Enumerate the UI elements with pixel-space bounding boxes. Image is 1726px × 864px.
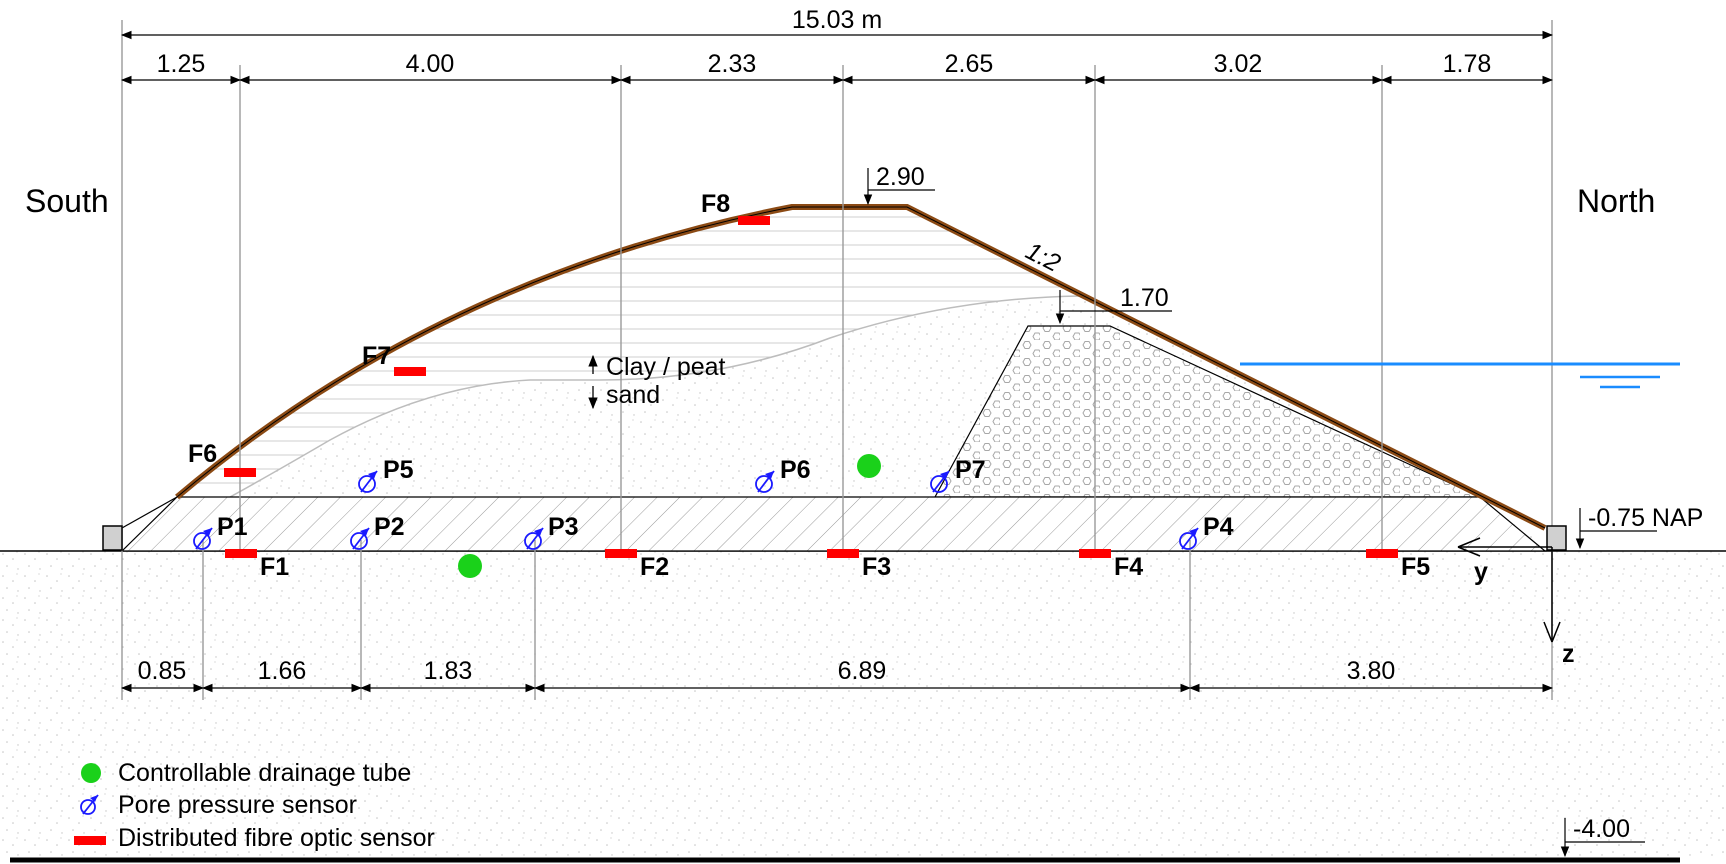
dim-bottom-5: 3.80 xyxy=(1347,657,1396,685)
berm-level-label: 1.70 xyxy=(1120,284,1169,312)
pore-sensor-p6: P6 xyxy=(755,456,811,493)
legend-fibre-label: Distributed fibre optic sensor xyxy=(118,824,435,852)
svg-text:P1: P1 xyxy=(217,513,248,541)
bottom-level-label: -4.00 xyxy=(1573,815,1630,843)
layer-label-clay: Clay / peat xyxy=(606,353,726,381)
svg-text:P7: P7 xyxy=(955,456,986,484)
pore-sensor-p3: P3 xyxy=(524,513,579,550)
toe-block-south xyxy=(102,525,123,551)
svg-text:P5: P5 xyxy=(383,456,414,484)
legend-drainage-label: Controllable drainage tube xyxy=(118,759,411,787)
svg-text:P4: P4 xyxy=(1203,513,1234,541)
svg-text:P2: P2 xyxy=(374,513,405,541)
clay-peat-layer xyxy=(177,207,1080,497)
pore-sensor-p5: P5 xyxy=(358,456,414,493)
dim-bottom-2: 1.66 xyxy=(258,657,307,685)
fibre-sensor-f3: F3 xyxy=(827,549,891,581)
svg-text:F1: F1 xyxy=(260,553,289,581)
dim-top-5: 3.02 xyxy=(1214,50,1263,78)
dim-top-1: 1.25 xyxy=(157,50,206,78)
dim-top-2: 4.00 xyxy=(406,50,455,78)
dim-top-3: 2.33 xyxy=(708,50,757,78)
axes xyxy=(1457,537,1561,643)
legend-fibre-icon xyxy=(74,836,106,845)
gravel-core xyxy=(933,325,1481,498)
layer-label-sand: sand xyxy=(606,381,660,409)
dim-top-6: 1.78 xyxy=(1443,50,1492,78)
base-level-label: -0.75 NAP xyxy=(1588,504,1703,532)
north-label: North xyxy=(1577,183,1655,219)
legend-pore-label: Pore pressure sensor xyxy=(118,791,357,819)
total-width-label: 15.03 m xyxy=(792,6,882,34)
fibre-sensor-f2: F2 xyxy=(605,549,669,581)
drainage-tube-1 xyxy=(857,454,881,478)
base-layer xyxy=(120,496,1547,552)
dim-bottom-1: 0.85 xyxy=(138,657,187,685)
svg-text:F2: F2 xyxy=(640,553,669,581)
fibre-sensor-f5: F5 xyxy=(1366,549,1430,581)
bottom-level-marker xyxy=(1560,818,1645,858)
pore-sensor-p1: P1 xyxy=(193,513,248,550)
water-level xyxy=(1240,362,1680,389)
svg-text:F4: F4 xyxy=(1114,553,1143,581)
pore-sensor-p2: P2 xyxy=(350,513,405,550)
fibre-sensor-f7: F7 xyxy=(362,342,426,376)
svg-text:P6: P6 xyxy=(780,456,811,484)
dim-bottom-4: 6.89 xyxy=(838,657,887,685)
drainage-tube-2 xyxy=(458,554,482,578)
dike-surface-outline xyxy=(176,206,1546,529)
crest-level-marker xyxy=(863,168,935,206)
svg-text:F7: F7 xyxy=(362,342,391,370)
fibre-sensor-f1: F1 xyxy=(225,549,289,581)
south-label: South xyxy=(25,183,109,219)
fibre-sensor-f4: F4 xyxy=(1079,549,1143,581)
legend: Controllable drainage tube Pore pressure… xyxy=(74,759,435,852)
z-axis-label: z xyxy=(1562,640,1575,668)
dim-bottom-3: 1.83 xyxy=(424,657,473,685)
legend-drainage-icon xyxy=(81,763,101,783)
base-level-marker xyxy=(1575,508,1657,550)
crest-level-label: 2.90 xyxy=(876,163,925,191)
svg-text:F6: F6 xyxy=(188,440,217,468)
fibre-sensor-f6: F6 xyxy=(188,440,256,477)
fibre-sensor-f8: F8 xyxy=(701,190,770,225)
svg-text:P3: P3 xyxy=(548,513,579,541)
svg-text:F3: F3 xyxy=(862,553,891,581)
berm-level-marker xyxy=(1055,290,1172,325)
svg-text:F8: F8 xyxy=(701,190,730,218)
toe-south xyxy=(121,496,178,529)
y-axis-label: y xyxy=(1474,558,1488,586)
legend-pore-icon xyxy=(80,794,99,815)
svg-text:F5: F5 xyxy=(1401,553,1430,581)
pore-sensor-p7: P7 xyxy=(930,456,986,493)
pore-sensor-p4: P4 xyxy=(1179,513,1234,550)
subsoil-sand xyxy=(0,551,1726,856)
dim-top-4: 2.65 xyxy=(945,50,994,78)
clay-sand-boundary xyxy=(229,295,1081,498)
toe-block-north xyxy=(1546,525,1567,551)
